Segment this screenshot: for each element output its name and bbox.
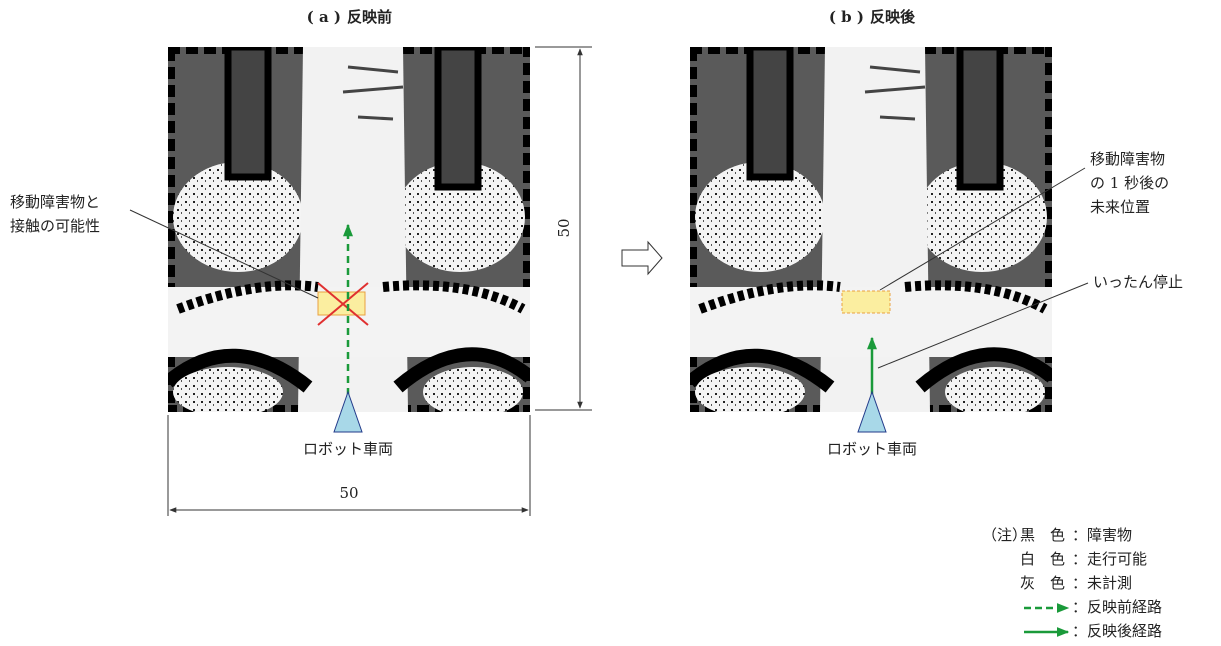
panel-title: 反映前 <box>347 8 392 26</box>
panel-label: ( b ) <box>829 8 864 26</box>
annotation: の 1 秒後の <box>1090 174 1169 192</box>
annotation: 移動障害物 <box>1090 150 1165 168</box>
annotation: 移動障害物と <box>10 193 100 211</box>
dimension-label: 50 <box>339 484 358 502</box>
annotation: 未来位置 <box>1090 198 1150 216</box>
annotation: いったん停止 <box>1093 273 1183 291</box>
note-key: 黒 色 <box>1020 526 1065 544</box>
note-key: 白 色 <box>1020 550 1065 568</box>
note-text: ：障害物 <box>1072 526 1132 544</box>
note-text: ：未計測 <box>1072 574 1132 592</box>
figure: ( a ) 反映前 ロボット車両 移動障害物と 接触の可能性 50 50 ( b… <box>0 0 1221 646</box>
note-text: ：反映後経路 <box>1072 622 1162 640</box>
vehicle-label: ロボット車両 <box>827 440 917 458</box>
panel-label: ( a ) <box>307 8 341 26</box>
dimension-label: 50 <box>555 218 573 237</box>
transition-arrow <box>622 242 662 274</box>
note-text: ：反映前経路 <box>1072 598 1162 616</box>
note-key: 灰 色 <box>1020 574 1065 592</box>
future-obstacle <box>842 291 890 313</box>
annotation: 接触の可能性 <box>10 217 100 235</box>
panel-title: 反映後 <box>870 8 916 26</box>
note-text: ：走行可能 <box>1072 550 1147 568</box>
vehicle-label: ロボット車両 <box>303 440 393 458</box>
